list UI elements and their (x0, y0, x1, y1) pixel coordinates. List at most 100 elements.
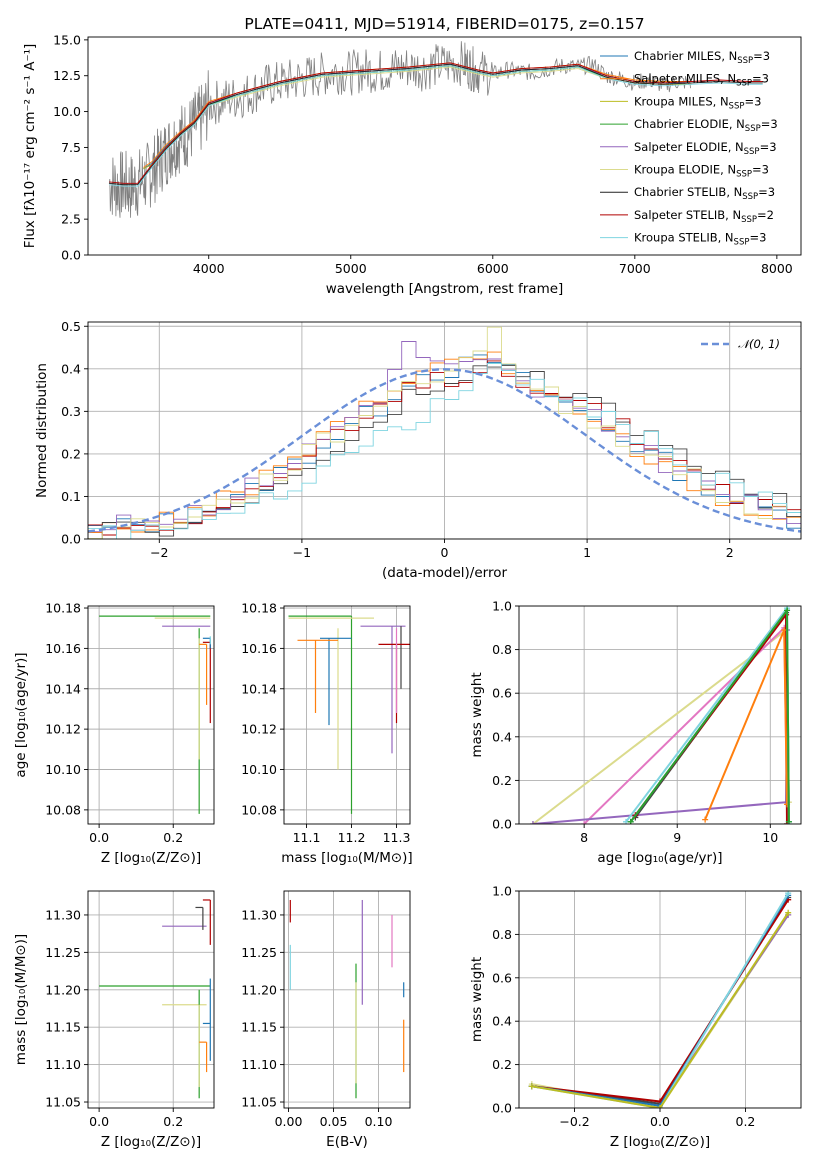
y-tick-label: 10.10 (241, 762, 277, 777)
errorbar-point-5 (199, 1041, 208, 1073)
y-tick-label: 11.10 (45, 1057, 81, 1072)
errorbar-point-3 (360, 625, 406, 754)
legend-label: Kroupa STELIB, NSSP=3 (634, 231, 766, 248)
legend-label-subscript: SSP (736, 170, 752, 180)
plot-area (284, 891, 410, 1108)
x-axis-label: age [log₁₀(age/yr)] (597, 850, 722, 866)
normal-reference-curve (88, 368, 801, 533)
x-tick-label: 7000 (619, 261, 651, 276)
x-axis-label: Z [log₁₀(Z/Z⊙)] (101, 1134, 201, 1150)
y-tick-label: 0.2 (492, 773, 512, 788)
y-axis-label: Normed distribution (34, 363, 50, 498)
y-tick-label: 10.08 (241, 802, 277, 817)
y-axis-label: age [log₁₀(age/yr)] (13, 652, 29, 777)
weight-marker (785, 909, 792, 916)
y-tick-label: 11.20 (241, 982, 277, 997)
series-line-7 (109, 62, 763, 184)
errorbar-point-6 (297, 639, 338, 713)
legend-label: Salpeter MILES, NSSP=3 (634, 72, 769, 89)
panel-spectrum: 4000 5000 6000 7000 8000 0.0 2.5 5.0 7.5 10.0 12.5… (22, 15, 802, 297)
panel-mass_vs_Z: 0.0 0.2 11.05 11.10 11.15 11.20 11.25 11.30 Z [l… (13, 890, 215, 1150)
legend-label: 𝒩(0, 1) (738, 337, 780, 351)
weight-marker (529, 821, 536, 824)
x-axis-label: mass [log₁₀(M/M⊙)] (281, 850, 412, 866)
errorbar-point-7 (202, 978, 211, 1061)
x-tick-label: 0.0 (650, 1114, 670, 1129)
plot-area (88, 891, 214, 1108)
axes-frame (518, 605, 802, 825)
y-tick-label: 11.25 (45, 945, 81, 960)
legend-label: Chabrier MILES, NSSP=3 (634, 49, 770, 66)
y-axis-label: mass weight (469, 672, 485, 757)
errorbar-point-6 (202, 899, 211, 945)
x-tick-label: −0.2 (559, 1114, 589, 1129)
weight-marker (581, 821, 588, 824)
y-tick-label: 0.4 (61, 361, 81, 376)
legend-label-tail: =3 (752, 163, 769, 177)
y-tick-label: 15.0 (53, 32, 81, 47)
x-tick-label: 10 (762, 830, 778, 845)
legend-label-main: Salpeter ELODIE, N (634, 140, 744, 154)
y-tick-label: 5.0 (61, 176, 81, 191)
y-tick-label: 1.0 (492, 599, 512, 614)
x-tick-label: −2 (150, 545, 168, 560)
legend-label-tail: =3 (752, 72, 769, 86)
legend-label: Chabrier ELODIE, NSSP=3 (634, 117, 778, 134)
hist-series-4 (88, 341, 801, 533)
weight-series-6 (531, 912, 790, 1108)
x-tick-label: 0.10 (365, 1114, 393, 1129)
legend-label: Chabrier STELIB, NSSP=3 (634, 185, 775, 202)
y-axis-label: mass weight (469, 957, 485, 1042)
y-tick-label: 10.0 (53, 104, 81, 119)
x-tick-label: 11.2 (338, 830, 366, 845)
y-tick-label: 0.0 (492, 1101, 512, 1116)
y-tick-label: 7.5 (61, 140, 81, 155)
y-tick-label: 2.5 (61, 212, 81, 227)
x-tick-label: 0.2 (163, 830, 183, 845)
weight-marker (784, 607, 791, 614)
legend-label-subscript: SSP (737, 56, 753, 66)
x-tick-label: 11.3 (383, 830, 411, 845)
legend-label-subscript: SSP (744, 147, 760, 157)
axes-frame (87, 605, 215, 825)
chart-title: PLATE=0411, MJD=51914, FIBERID=0175, z=0… (244, 15, 644, 33)
y-tick-label: 11.30 (45, 907, 81, 922)
x-tick-label: 0.0 (89, 830, 109, 845)
legend-label-main: Chabrier ELODIE, N (634, 117, 745, 131)
x-tick-label: 0.2 (736, 1114, 756, 1129)
y-tick-label: 11.15 (241, 1020, 277, 1035)
panel-weight_vs_age: 8 9 10 0.0 0.2 0.4 0.6 0.8 1.0 age [log₁₀(age/yr)… (469, 599, 802, 866)
legend-label-subscript: SSP (729, 101, 745, 111)
weight-marker (657, 1105, 663, 1108)
y-tick-label: 0.2 (492, 1057, 512, 1072)
y-tick-label: 0.4 (492, 729, 512, 744)
legend-label: Kroupa MILES, NSSP=3 (634, 94, 761, 111)
y-tick-label: 0.5 (61, 319, 81, 334)
plot-area (519, 891, 801, 1108)
legend-label: Salpeter STELIB, NSSP=2 (634, 208, 774, 225)
y-axis-label: Flux [fλ10⁻¹⁷ erg cm⁻² s⁻¹ A⁻¹] (22, 44, 38, 249)
y-tick-label: 11.20 (45, 982, 81, 997)
y-tick-label: 0.0 (61, 532, 81, 547)
x-tick-label: 0 (441, 545, 449, 560)
y-tick-label: 10.18 (241, 601, 277, 616)
plot-area (108, 41, 763, 218)
errorbar-point-5 (320, 637, 352, 726)
errorbar-point-8 (195, 906, 204, 930)
errorbar-point-6 (202, 641, 211, 724)
errorbar-point-0 (288, 615, 353, 814)
x-tick-label: −1 (293, 545, 311, 560)
panel-age_vs_Z: 0.0 0.2 10.08 10.10 10.12 10.14 10.16 10.18 Z [l… (13, 601, 215, 866)
x-axis-label: Z [log₁₀(Z/Z⊙)] (101, 850, 201, 866)
series-line-8 (109, 65, 763, 187)
legend-label-main: Salpeter STELIB, N (634, 208, 741, 222)
y-tick-label: 10.08 (45, 802, 81, 817)
panel-age_vs_mass: 11.1 11.2 11.3 10.08 10.10 10.12 10.14 10.16 10.… (241, 601, 413, 866)
hist-series-2 (88, 364, 801, 539)
y-tick-label: 0.8 (492, 642, 512, 657)
hist-series-6 (88, 363, 801, 539)
y-tick-label: 11.05 (241, 1095, 277, 1110)
y-tick-label: 0.0 (492, 817, 512, 832)
x-tick-label: 9 (673, 830, 681, 845)
